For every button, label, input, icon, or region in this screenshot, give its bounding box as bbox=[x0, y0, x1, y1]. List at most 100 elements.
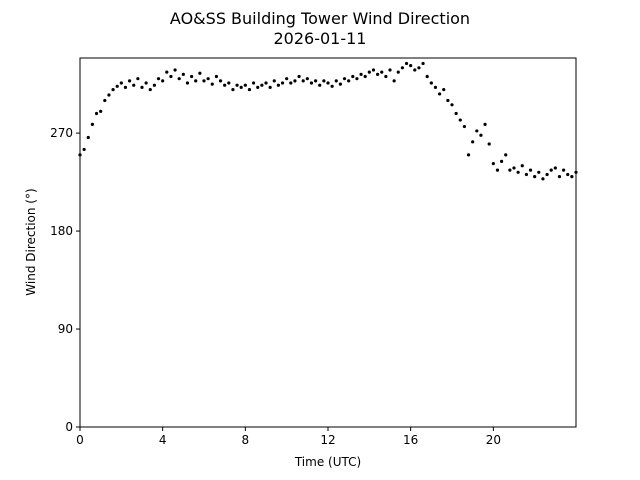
data-point bbox=[99, 109, 103, 113]
data-point bbox=[338, 82, 342, 86]
x-tick-label: 16 bbox=[403, 433, 418, 447]
data-point bbox=[475, 129, 479, 133]
x-tick-label: 12 bbox=[320, 433, 335, 447]
data-point bbox=[285, 77, 289, 81]
data-point bbox=[198, 71, 202, 75]
data-point bbox=[194, 79, 198, 83]
data-point bbox=[446, 98, 450, 103]
data-point bbox=[235, 83, 239, 87]
data-point bbox=[574, 170, 578, 174]
data-point bbox=[334, 79, 338, 83]
data-point bbox=[107, 93, 111, 97]
data-point bbox=[388, 68, 392, 72]
y-tick-label: 0 bbox=[65, 420, 73, 434]
data-point bbox=[351, 74, 355, 79]
data-point bbox=[528, 168, 533, 172]
data-point bbox=[504, 153, 508, 157]
data-point bbox=[487, 142, 491, 146]
data-point bbox=[206, 77, 210, 81]
data-point bbox=[442, 87, 446, 92]
data-point bbox=[450, 103, 454, 107]
data-point bbox=[433, 85, 438, 89]
data-point bbox=[409, 64, 413, 68]
data-point bbox=[404, 61, 409, 66]
chart-subtitle: 2026-01-11 bbox=[274, 29, 367, 48]
data-point bbox=[553, 166, 557, 170]
data-point bbox=[570, 175, 574, 179]
data-point bbox=[355, 77, 359, 81]
data-point bbox=[190, 74, 194, 79]
data-point bbox=[392, 79, 396, 83]
data-point bbox=[549, 168, 553, 172]
data-point bbox=[227, 81, 231, 85]
data-point bbox=[128, 79, 132, 83]
data-point bbox=[276, 83, 280, 87]
data-point bbox=[342, 77, 347, 81]
data-point bbox=[330, 84, 334, 88]
data-point bbox=[78, 153, 82, 157]
data-point bbox=[541, 177, 545, 181]
data-point bbox=[305, 77, 309, 81]
data-point bbox=[210, 82, 214, 86]
data-point bbox=[214, 74, 218, 79]
data-point bbox=[136, 77, 140, 81]
data-point bbox=[185, 81, 190, 85]
data-point bbox=[293, 79, 297, 83]
data-point bbox=[111, 87, 115, 92]
data-point bbox=[322, 79, 326, 83]
data-point bbox=[376, 72, 380, 76]
data-point bbox=[396, 70, 400, 74]
data-point bbox=[429, 81, 433, 85]
y-tick-label: 270 bbox=[50, 126, 73, 140]
data-point bbox=[289, 81, 293, 85]
data-point bbox=[301, 79, 305, 83]
data-point bbox=[562, 168, 566, 172]
data-point bbox=[557, 175, 562, 179]
data-point bbox=[181, 72, 185, 76]
data-point bbox=[371, 68, 376, 72]
data-point bbox=[243, 83, 247, 87]
data-point bbox=[94, 111, 99, 116]
data-point bbox=[466, 153, 471, 157]
data-point bbox=[268, 85, 272, 89]
data-point bbox=[508, 168, 512, 172]
data-point bbox=[231, 87, 235, 92]
data-point bbox=[156, 77, 161, 81]
data-point bbox=[247, 87, 252, 92]
data-point bbox=[363, 74, 367, 79]
x-axis-label: Time (UTC) bbox=[294, 455, 361, 469]
data-point bbox=[512, 166, 516, 170]
data-point bbox=[491, 161, 495, 166]
data-point bbox=[413, 68, 417, 72]
data-point bbox=[152, 83, 156, 87]
y-axis-label: Wind Direction (°) bbox=[24, 188, 38, 295]
data-point bbox=[119, 81, 123, 85]
data-point bbox=[483, 122, 487, 126]
data-point bbox=[359, 72, 363, 76]
data-point bbox=[223, 83, 227, 87]
data-point bbox=[202, 79, 206, 83]
data-point bbox=[165, 70, 169, 74]
data-point bbox=[400, 66, 404, 70]
data-point bbox=[132, 83, 136, 87]
data-point bbox=[260, 83, 264, 87]
chart-title: AO&SS Building Tower Wind Direction bbox=[170, 9, 470, 28]
data-point bbox=[140, 85, 144, 89]
plot-frame bbox=[79, 57, 577, 428]
y-tick-label: 90 bbox=[58, 322, 73, 336]
data-point bbox=[144, 81, 148, 85]
data-point bbox=[566, 172, 570, 177]
data-point bbox=[524, 172, 529, 177]
data-point bbox=[495, 168, 500, 172]
data-point bbox=[516, 170, 520, 174]
data-point bbox=[471, 140, 475, 144]
data-point bbox=[380, 70, 384, 74]
data-point bbox=[458, 118, 462, 122]
data-point bbox=[425, 74, 429, 79]
x-tick-label: 8 bbox=[242, 433, 250, 447]
data-point bbox=[82, 147, 86, 152]
data-point bbox=[479, 133, 483, 137]
y-tick-label: 180 bbox=[50, 224, 73, 238]
data-point bbox=[90, 122, 94, 126]
